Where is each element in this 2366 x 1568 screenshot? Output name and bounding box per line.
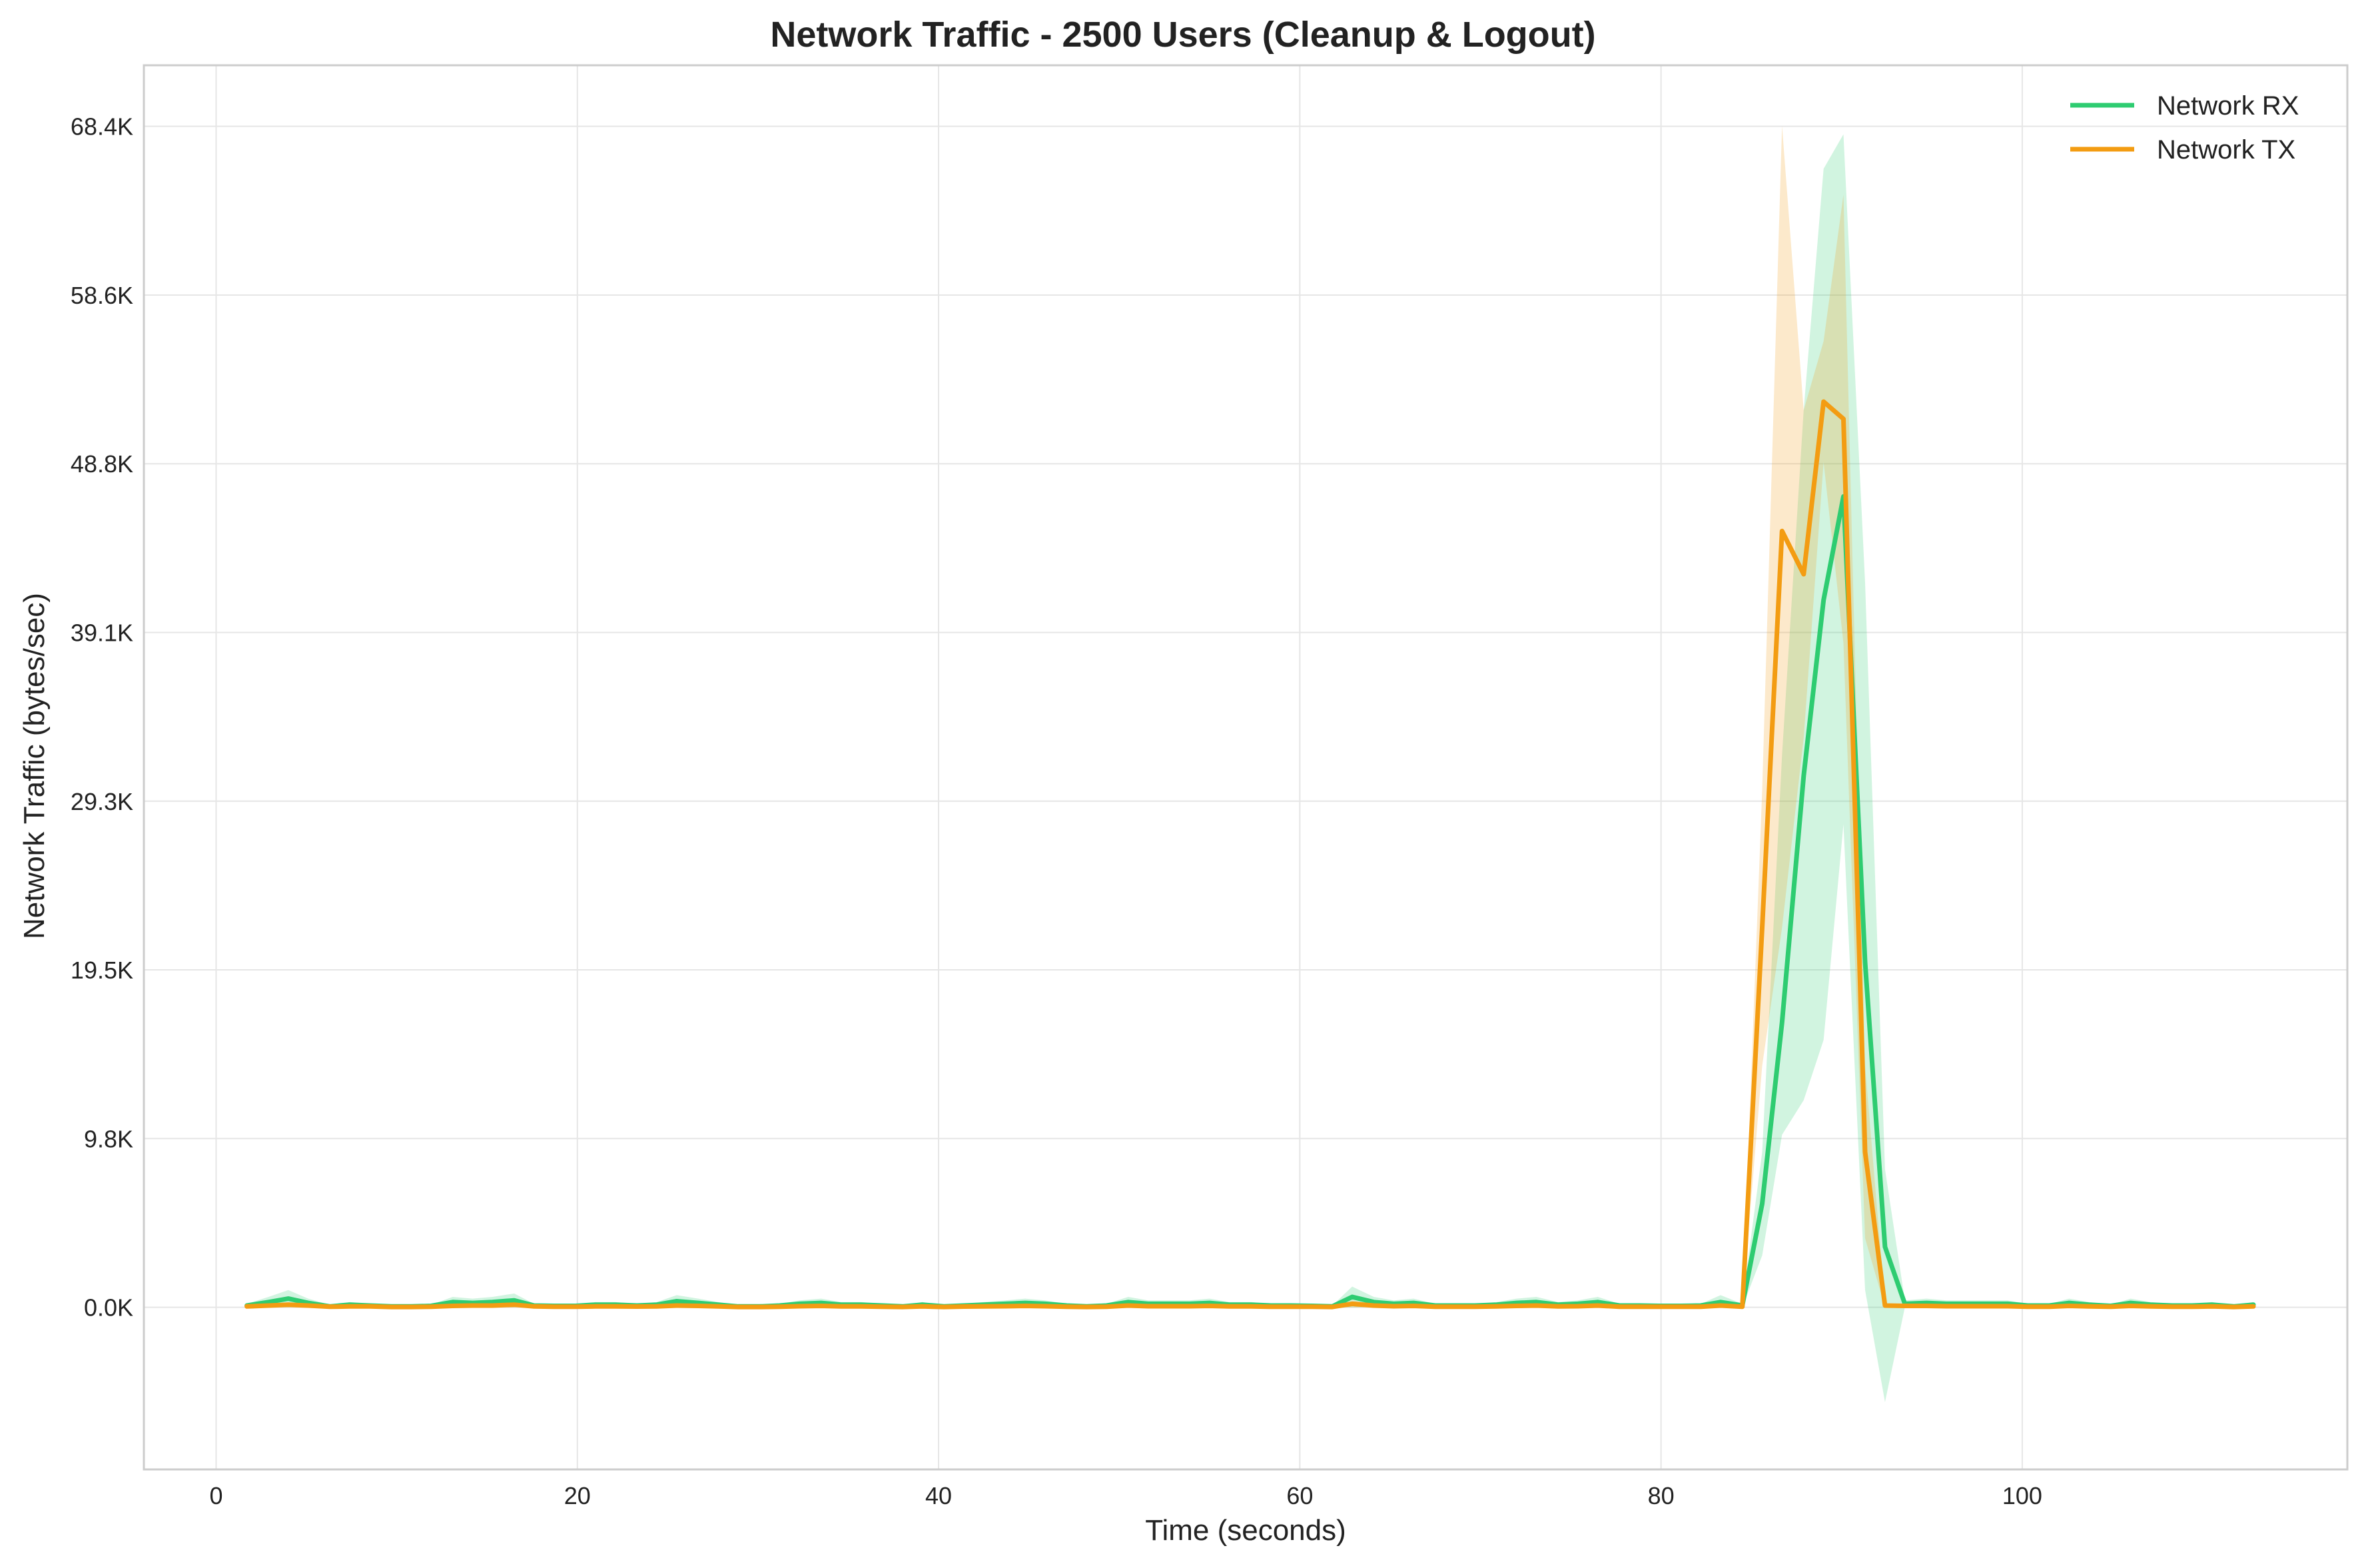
y-tick-label: 9.8K <box>84 1125 133 1152</box>
line-network-tx <box>244 399 2256 1310</box>
y-tick-label: 48.8K <box>71 450 133 478</box>
x-axis-ticks: 0 20 40 60 80 100 <box>209 1482 2042 1509</box>
legend: Network RX Network TX <box>2070 91 2299 165</box>
x-tick-label: 100 <box>2002 1482 2042 1509</box>
grid-layer <box>144 65 2347 1469</box>
y-axis-label: Network Traffic (bytes/sec) <box>18 593 51 939</box>
y-axis-ticks: 0.0K 9.8K 19.5K 29.3K 39.1K 48.8K 58.6K 68.4K <box>71 113 133 1322</box>
x-tick-label: 20 <box>564 1482 591 1509</box>
x-axis-label: Time (seconds) <box>1145 1514 1346 1547</box>
legend-label-network-rx: Network RX <box>2157 91 2299 121</box>
x-tick-label: 0 <box>209 1482 222 1509</box>
y-tick-label: 29.3K <box>71 788 133 815</box>
y-tick-label: 0.0K <box>84 1294 133 1322</box>
y-tick-label: 39.1K <box>71 619 133 646</box>
legend-label-network-tx: Network TX <box>2157 135 2295 165</box>
chart-title: Network Traffic - 2500 Users (Cleanup & … <box>770 15 1595 55</box>
y-tick-label: 58.6K <box>71 282 133 309</box>
y-tick-label: 19.5K <box>71 957 133 984</box>
plot-frame <box>143 64 2349 1471</box>
x-tick-label: 40 <box>925 1482 952 1509</box>
x-tick-label: 80 <box>1648 1482 1675 1509</box>
series-lines <box>244 399 2256 1310</box>
x-tick-label: 60 <box>1286 1482 1313 1509</box>
y-tick-label: 68.4K <box>71 113 133 141</box>
